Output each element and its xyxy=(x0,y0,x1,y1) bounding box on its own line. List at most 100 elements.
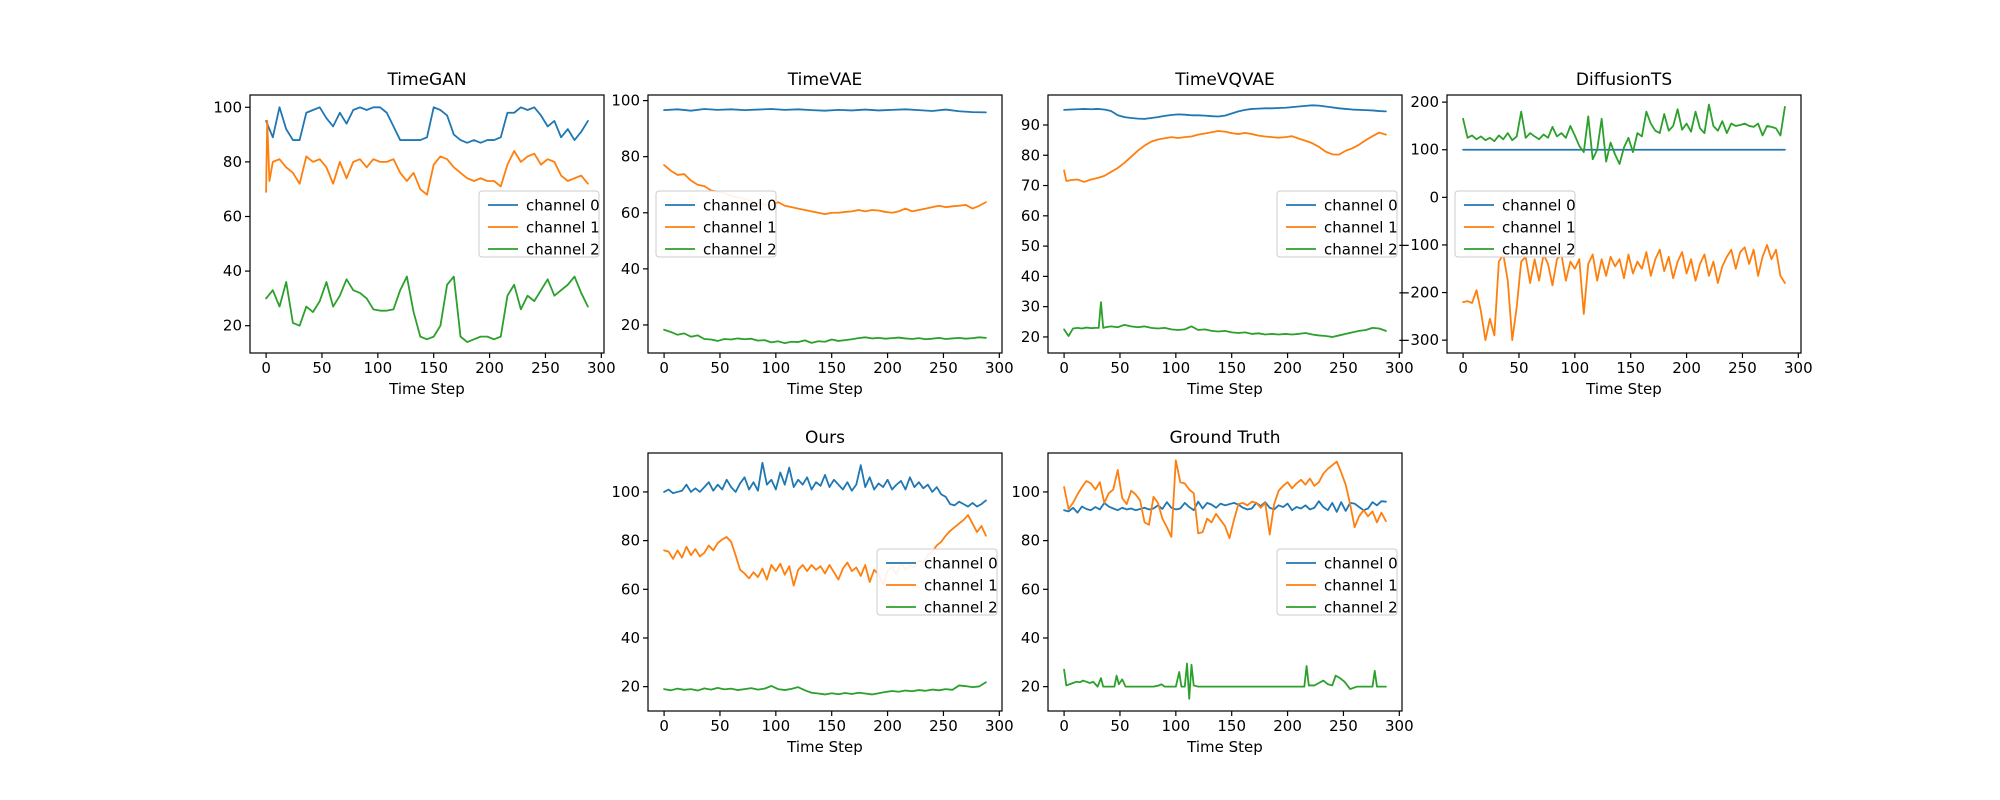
x-tick-label: 200 xyxy=(475,359,504,377)
x-axis-label: Time Step xyxy=(388,380,465,398)
x-tick-label: 250 xyxy=(531,359,560,377)
legend-label-channel-1: channel 1 xyxy=(924,577,998,595)
legend-label-channel-1: channel 1 xyxy=(1502,219,1576,237)
y-tick-label: 40 xyxy=(1021,267,1040,285)
y-tick-label: 40 xyxy=(1021,629,1040,647)
x-tick-label: 0 xyxy=(1458,359,1468,377)
x-tick-label: 300 xyxy=(1385,717,1414,735)
legend-label-channel-0: channel 0 xyxy=(924,555,998,573)
legend-label-channel-0: channel 0 xyxy=(703,197,777,215)
x-tick-label: 50 xyxy=(312,359,331,377)
axes-spines xyxy=(647,94,1003,354)
y-tick-label: 40 xyxy=(223,262,242,280)
chart-TimeVAE: 0 50 100 150 200 250 300 20 40 60 80 100 TimeVAE Time… xyxy=(611,70,1013,398)
y-tick-label: 80 xyxy=(621,532,640,550)
x-tick-label: 0 xyxy=(261,359,271,377)
subplot-timevae: 0 50 100 150 200 250 300 20 40 60 80 100 TimeVAE Time… xyxy=(573,70,1033,400)
y-tick-label: 60 xyxy=(1021,580,1040,598)
series-line-channel-0 xyxy=(265,106,589,144)
plot-title: DiffusionTS xyxy=(1576,70,1672,90)
x-tick-label: 50 xyxy=(710,717,729,735)
y-tick-label: 20 xyxy=(621,316,640,334)
y-tick-label: 0 xyxy=(1429,188,1439,206)
x-tick-label: 100 xyxy=(1561,359,1590,377)
y-tick-label: 80 xyxy=(223,153,242,171)
legend-label-channel-0: channel 0 xyxy=(526,197,600,215)
x-tick-label: 100 xyxy=(1162,359,1191,377)
y-tick-label: 80 xyxy=(1021,146,1040,164)
legend-box xyxy=(1454,190,1576,258)
x-axis-label: Time Step xyxy=(1186,738,1263,756)
x-tick-label: 250 xyxy=(1329,717,1358,735)
series-line-channel-0 xyxy=(1063,104,1387,120)
axes-spines xyxy=(1446,94,1802,354)
plot-area xyxy=(1063,104,1387,338)
legend: channel 0 channel 1 channel 2 xyxy=(1276,548,1398,617)
legend: channel 0 channel 1 channel 2 xyxy=(876,548,998,617)
x-tick-label: 0 xyxy=(1059,359,1069,377)
series-line-channel-2 xyxy=(663,681,987,696)
legend-label-channel-2: channel 2 xyxy=(703,241,777,259)
legend-label-channel-2: channel 2 xyxy=(526,241,600,259)
y-tick-label: 70 xyxy=(1021,177,1040,195)
legend-label-channel-0: channel 0 xyxy=(1324,197,1398,215)
x-tick-label: 150 xyxy=(1616,359,1645,377)
series-line-channel-2 xyxy=(1063,662,1387,700)
y-tick-label: 60 xyxy=(1021,207,1040,225)
y-tick-label: 20 xyxy=(621,678,640,696)
x-tick-label: 150 xyxy=(419,359,448,377)
series-line-channel-1 xyxy=(1462,244,1786,342)
legend-box xyxy=(876,548,998,616)
y-tick-label: −300 xyxy=(1398,331,1439,349)
plot-title: TimeGAN xyxy=(386,70,466,90)
axes-spines xyxy=(1047,94,1403,354)
x-tick-label: 50 xyxy=(1509,359,1528,377)
chart-TimeVQVAE: 0 50 100 150 200 250 300 20 30 40 50 60 70 80 90 TimeVQ… xyxy=(1021,70,1414,398)
x-tick-label: 150 xyxy=(1217,717,1246,735)
x-tick-label: 200 xyxy=(873,359,902,377)
x-tick-label: 50 xyxy=(1110,717,1129,735)
chart-Ours: 0 50 100 150 200 250 300 20 40 60 80 100 Ours Time St… xyxy=(611,428,1013,756)
plot-title: TimeVQVAE xyxy=(1174,70,1275,90)
x-tick-label: 0 xyxy=(659,717,669,735)
series-line-channel-0 xyxy=(663,461,987,508)
plot-area xyxy=(1063,459,1387,700)
subplot-timevqvae: 0 50 100 150 200 250 300 20 30 40 50 60 70 80 90 TimeVQ… xyxy=(973,70,1433,400)
subplot-diffusionts: 0 50 100 150 200 250 300 −300 −200 −100 0 100 200 Dif… xyxy=(1372,70,1832,400)
y-tick-label: 100 xyxy=(611,92,640,110)
y-tick-label: 80 xyxy=(1021,532,1040,550)
x-tick-label: 0 xyxy=(1059,717,1069,735)
x-tick-label: 300 xyxy=(587,359,616,377)
series-line-channel-0 xyxy=(1063,500,1387,514)
x-tick-label: 50 xyxy=(710,359,729,377)
x-axis-label: Time Step xyxy=(1585,380,1662,398)
y-tick-label: 100 xyxy=(1410,141,1439,159)
series-line-channel-1 xyxy=(1063,459,1387,540)
y-tick-label: 60 xyxy=(621,204,640,222)
subplot-ground-truth: 0 50 100 150 200 250 300 20 40 60 80 100 Ground Trut… xyxy=(973,428,1433,758)
x-tick-label: 100 xyxy=(762,717,791,735)
series-line-channel-2 xyxy=(1462,103,1786,165)
legend-label-channel-1: channel 1 xyxy=(1324,219,1398,237)
legend-label-channel-1: channel 1 xyxy=(703,219,777,237)
x-tick-label: 100 xyxy=(364,359,393,377)
plot-title: TimeVAE xyxy=(787,70,863,90)
y-tick-label: 80 xyxy=(621,148,640,166)
y-tick-label: 100 xyxy=(1011,483,1040,501)
y-tick-label: −100 xyxy=(1398,236,1439,254)
y-tick-label: 20 xyxy=(1021,678,1040,696)
x-axis-label: Time Step xyxy=(786,380,863,398)
subplot-ours: 0 50 100 150 200 250 300 20 40 60 80 100 Ours Time St… xyxy=(573,428,1033,758)
y-tick-label: 90 xyxy=(1021,116,1040,134)
x-tick-label: 100 xyxy=(762,359,791,377)
plot-title: Ours xyxy=(805,428,845,448)
series-line-channel-2 xyxy=(1063,301,1387,338)
axes-spines xyxy=(249,94,605,354)
x-tick-label: 200 xyxy=(1672,359,1701,377)
x-tick-label: 150 xyxy=(1217,359,1246,377)
y-tick-label: 20 xyxy=(1021,328,1040,346)
legend-box xyxy=(655,190,777,258)
legend-box xyxy=(478,190,600,258)
subplot-timegan: 0 50 100 150 200 250 300 20 40 60 80 100 TimeGAN Time… xyxy=(175,70,635,400)
